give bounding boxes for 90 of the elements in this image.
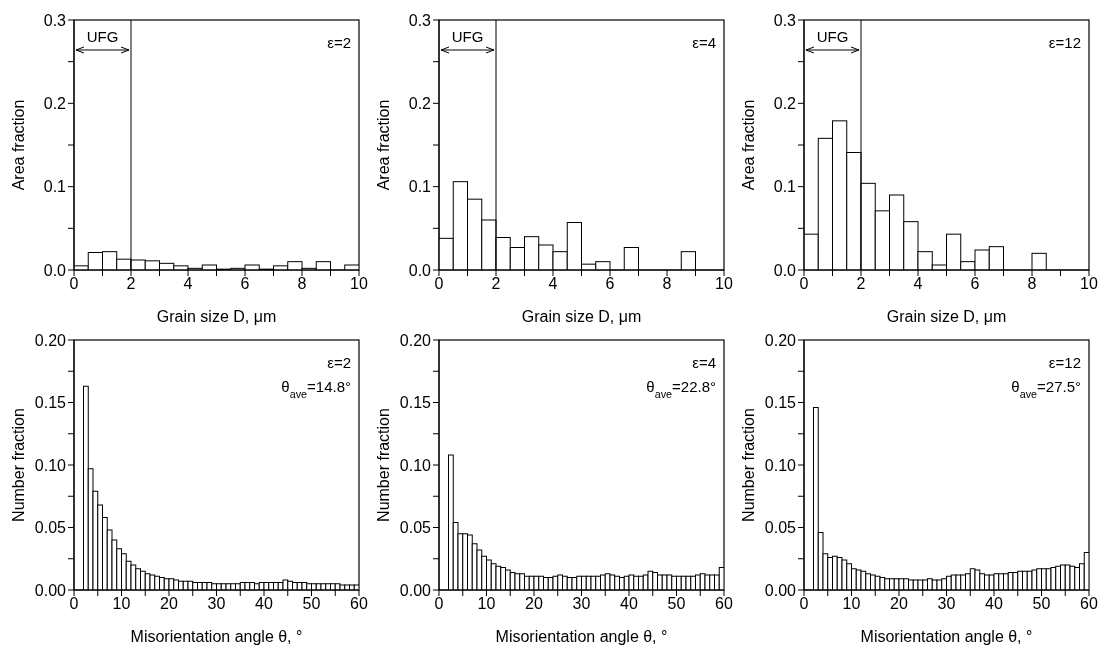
x-tick-label: 30 (207, 595, 226, 613)
y-tick-label: 0.05 (34, 519, 67, 537)
x-tick-label: 0 (434, 595, 444, 613)
y-axis-title: Number fraction (375, 408, 392, 522)
y-tick-label: 0.0 (408, 261, 432, 279)
y-tick-label: 0.2 (773, 95, 797, 113)
x-axis-title: Grain size D, μm (886, 308, 1007, 325)
x-tick-label: 0 (69, 275, 79, 293)
ref-line-label: UFG (816, 28, 849, 45)
x-tick-label: 40 (255, 595, 273, 613)
x-tick-label: 2 (126, 275, 136, 293)
y-axis-title: Number fraction (10, 408, 27, 522)
x-tick-label: 50 (302, 595, 321, 613)
ref-line-label: UFG (451, 28, 484, 45)
y-tick-label: 0.15 (399, 394, 432, 412)
annotation: ε=4 (692, 354, 716, 371)
y-axis-title: Area fraction (10, 99, 27, 191)
x-tick-label: 2 (491, 275, 501, 293)
y-tick-label: 0.20 (764, 331, 797, 349)
x-tick-label: 6 (240, 275, 250, 293)
y-tick-label: 0.10 (399, 456, 432, 474)
y-tick-label: 0.10 (764, 456, 797, 474)
x-tick-label: 40 (985, 595, 1003, 613)
y-tick-label: 0.1 (773, 178, 797, 196)
y-tick-label: 0.1 (408, 178, 432, 196)
x-tick-label: 10 (842, 595, 861, 613)
y-tick-label: 0.15 (34, 394, 67, 412)
y-axis-title: Area fraction (375, 99, 392, 191)
x-tick-label: 10 (350, 275, 368, 293)
x-tick-label: 50 (667, 595, 686, 613)
y-tick-label: 0.00 (764, 581, 797, 599)
y-tick-label: 0.2 (43, 95, 67, 113)
x-tick-label: 8 (662, 275, 672, 293)
y-tick-label: 0.00 (34, 581, 67, 599)
annotation: θ$_{ave}$=14.8° (281, 378, 351, 400)
x-tick-label: 10 (1080, 275, 1098, 293)
x-tick-label: 8 (297, 275, 307, 293)
x-tick-label: 0 (69, 595, 79, 613)
y-tick-label: 0.1 (43, 178, 67, 196)
x-axis-title: Misorientation angle θ, ° (495, 628, 668, 645)
y-tick-label: 0.15 (764, 394, 797, 412)
x-tick-label: 10 (477, 595, 496, 613)
x-tick-label: 4 (548, 275, 558, 293)
y-tick-label: 0.2 (408, 95, 432, 113)
x-tick-label: 0 (799, 275, 809, 293)
x-tick-label: 30 (572, 595, 591, 613)
annotation: ε=4 (692, 34, 716, 51)
x-tick-label: 20 (890, 595, 908, 613)
y-tick-label: 0.10 (34, 456, 67, 474)
x-tick-label: 50 (1032, 595, 1051, 613)
x-tick-label: 60 (350, 595, 368, 613)
annotation: ε=2 (327, 354, 351, 371)
x-tick-label: 0 (799, 595, 809, 613)
x-tick-label: 0 (434, 275, 444, 293)
x-axis-title: Misorientation angle θ, ° (130, 628, 303, 645)
y-axis-title: Area fraction (740, 99, 757, 191)
y-tick-label: 0.20 (399, 331, 432, 349)
x-tick-label: 4 (913, 275, 923, 293)
annotation: θ$_{ave}$=27.5° (1011, 378, 1081, 400)
x-axis-title: Grain size D, μm (156, 308, 277, 325)
y-tick-label: 0.05 (764, 519, 797, 537)
y-tick-label: 0.3 (408, 11, 432, 29)
x-axis-title: Misorientation angle θ, ° (860, 628, 1033, 645)
y-tick-label: 0.3 (773, 11, 797, 29)
annotation: ε=12 (1048, 34, 1081, 51)
x-tick-label: 8 (1027, 275, 1037, 293)
x-tick-label: 40 (620, 595, 638, 613)
y-tick-label: 0.05 (399, 519, 432, 537)
x-tick-label: 4 (183, 275, 193, 293)
x-axis-title: Grain size D, μm (521, 308, 642, 325)
x-tick-label: 60 (715, 595, 733, 613)
x-tick-label: 6 (605, 275, 615, 293)
x-tick-label: 6 (970, 275, 980, 293)
annotation: θ$_{ave}$=22.8° (646, 378, 716, 400)
x-tick-label: 10 (715, 275, 733, 293)
x-tick-label: 20 (160, 595, 178, 613)
y-axis-title: Number fraction (740, 408, 757, 522)
x-tick-label: 20 (525, 595, 543, 613)
y-tick-label: 0.0 (43, 261, 67, 279)
annotation: ε=12 (1048, 354, 1081, 371)
y-tick-label: 0.3 (43, 11, 67, 29)
y-tick-label: 0.20 (34, 331, 67, 349)
x-tick-label: 2 (856, 275, 866, 293)
x-tick-label: 30 (937, 595, 956, 613)
y-tick-label: 0.0 (773, 261, 797, 279)
x-tick-label: 10 (112, 595, 131, 613)
annotation: ε=2 (327, 34, 351, 51)
y-tick-label: 0.00 (399, 581, 432, 599)
ref-line-label: UFG (86, 28, 119, 45)
x-tick-label: 60 (1080, 595, 1098, 613)
